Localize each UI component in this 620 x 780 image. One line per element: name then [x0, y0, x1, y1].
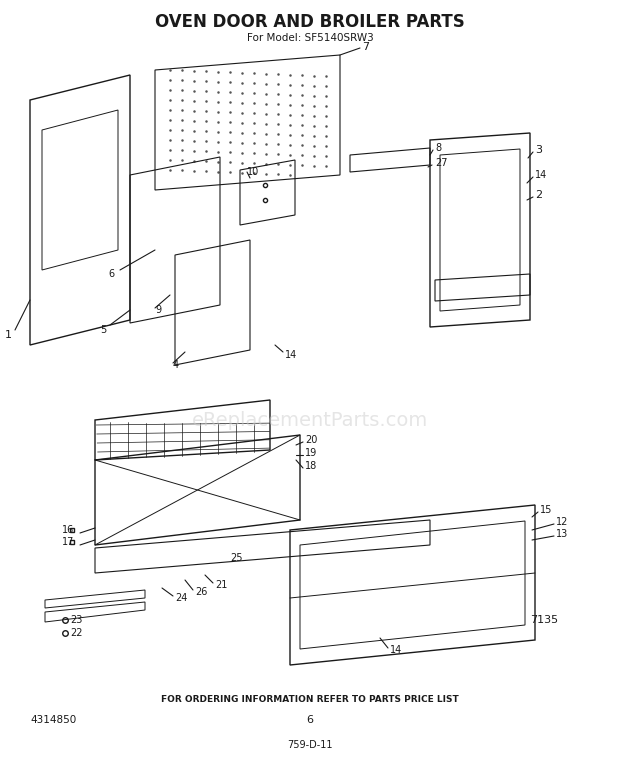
Text: FOR ORDERING INFORMATION REFER TO PARTS PRICE LIST: FOR ORDERING INFORMATION REFER TO PARTS … [161, 696, 459, 704]
Text: 3: 3 [535, 145, 542, 155]
Text: OVEN DOOR AND BROILER PARTS: OVEN DOOR AND BROILER PARTS [155, 13, 465, 31]
Text: 23: 23 [70, 615, 82, 625]
Text: 2: 2 [535, 190, 542, 200]
Text: For Model: SF5140SRW3: For Model: SF5140SRW3 [247, 33, 373, 43]
Text: 26: 26 [195, 587, 207, 597]
Text: 14: 14 [285, 350, 297, 360]
Text: 17: 17 [62, 537, 74, 547]
Text: 27: 27 [435, 158, 448, 168]
Text: 12: 12 [556, 517, 569, 527]
Text: 14: 14 [535, 170, 547, 180]
Text: 1: 1 [5, 330, 12, 340]
Text: 21: 21 [215, 580, 228, 590]
Text: 25: 25 [230, 553, 242, 563]
Text: 7135: 7135 [530, 615, 558, 625]
Text: 6: 6 [306, 715, 314, 725]
Text: 4314850: 4314850 [30, 715, 76, 725]
Text: 10: 10 [247, 167, 259, 177]
Text: 6: 6 [108, 269, 114, 279]
Text: 14: 14 [390, 645, 402, 655]
Text: 19: 19 [305, 448, 317, 458]
Text: 7: 7 [362, 42, 369, 52]
Text: 24: 24 [175, 593, 187, 603]
Text: 16: 16 [62, 525, 74, 535]
Text: 18: 18 [305, 461, 317, 471]
Text: 15: 15 [540, 505, 552, 515]
Text: eReplacementParts.com: eReplacementParts.com [192, 410, 428, 430]
Text: 9: 9 [155, 305, 161, 315]
Text: 22: 22 [70, 628, 82, 638]
Text: 5: 5 [100, 325, 106, 335]
Text: 13: 13 [556, 529, 569, 539]
Text: 759-D-11: 759-D-11 [287, 740, 333, 750]
Text: 8: 8 [435, 143, 441, 153]
Text: 4: 4 [173, 360, 179, 370]
Text: 20: 20 [305, 435, 317, 445]
